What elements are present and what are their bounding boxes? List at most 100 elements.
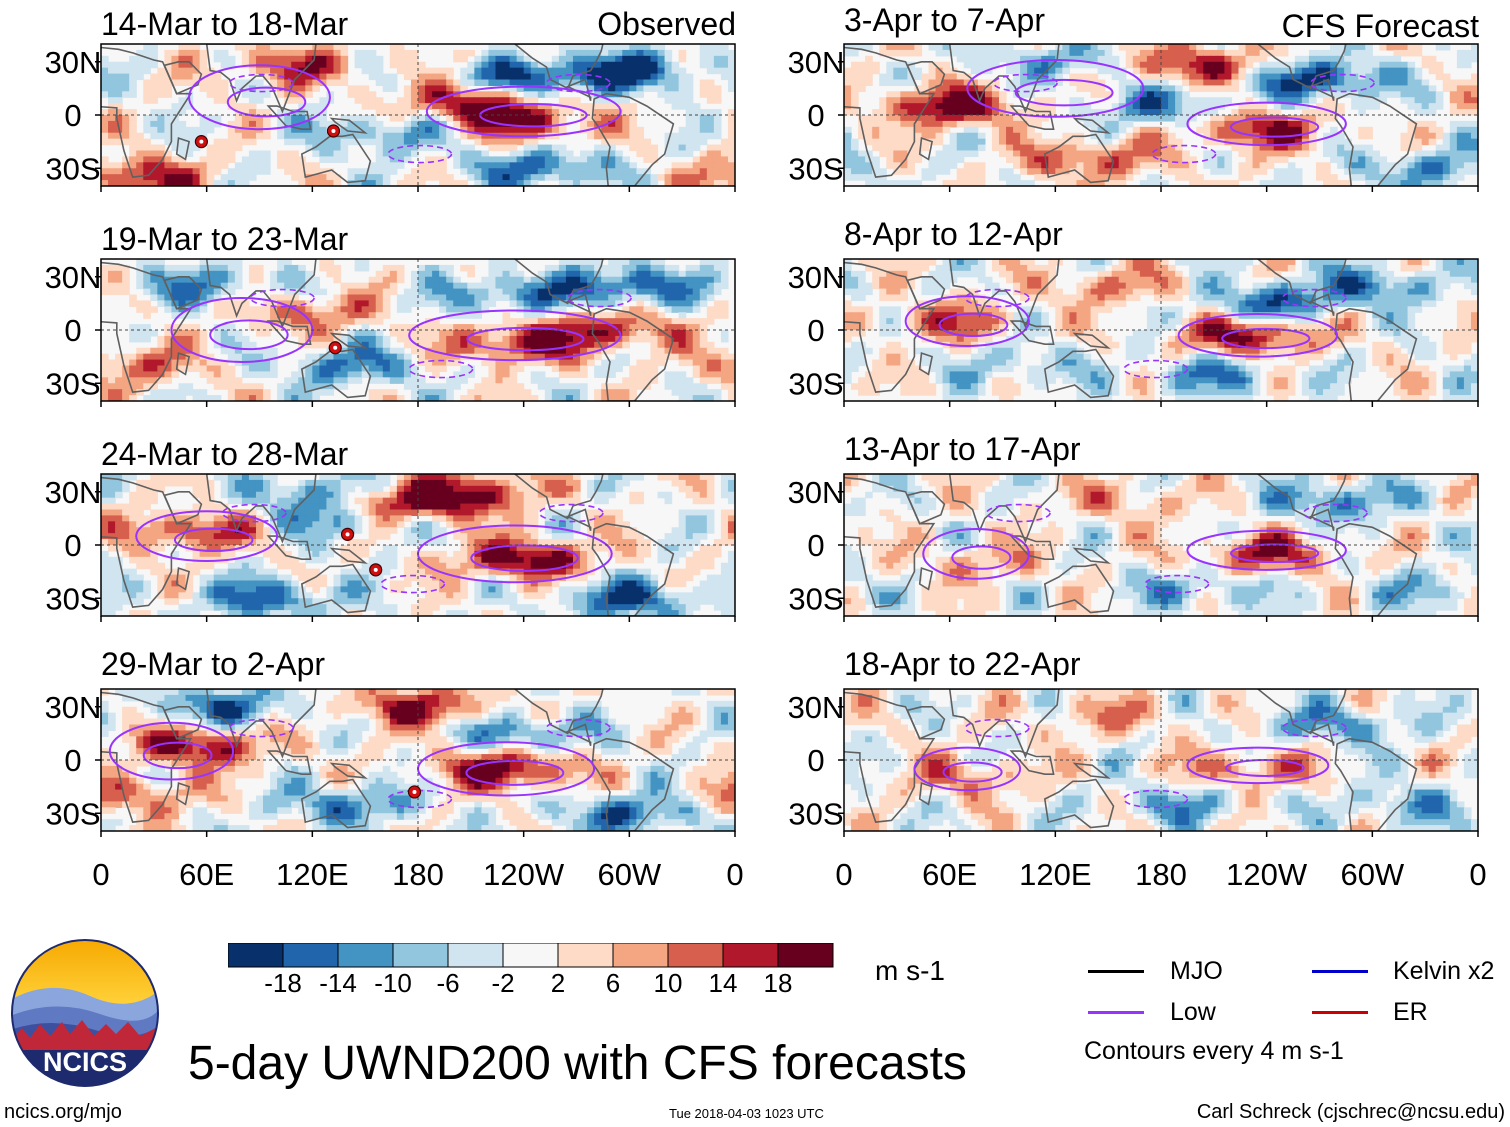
field-cell [727, 491, 735, 499]
field-cell [629, 556, 637, 564]
field-cell [453, 485, 461, 493]
field-cell [587, 556, 595, 564]
field-cell [643, 144, 652, 152]
field-cell [439, 574, 447, 582]
field-cell [340, 79, 349, 87]
field-cell [502, 562, 511, 570]
field-cell [319, 174, 328, 181]
field-cell [474, 109, 482, 116]
field-cell [368, 300, 377, 307]
field-cell [629, 474, 637, 481]
field-cell [551, 168, 560, 175]
field-cell [678, 126, 687, 134]
field-cell [206, 150, 215, 158]
field-cell [354, 598, 363, 605]
field-cell [495, 359, 504, 367]
field-cell [234, 377, 243, 384]
field-cell [157, 586, 165, 593]
field-cell [340, 521, 349, 528]
field-cell [305, 79, 313, 87]
field-cell [488, 521, 497, 528]
field-cell [227, 132, 236, 140]
field-cell [270, 580, 278, 588]
field-cell [178, 79, 187, 87]
field-cell [361, 330, 370, 337]
field-cell [227, 568, 236, 576]
field-cell [516, 474, 525, 481]
field-cell [530, 294, 539, 302]
field-cell [277, 44, 285, 51]
field-cell [615, 545, 623, 552]
field-cell [319, 497, 328, 505]
field-cell [488, 168, 497, 175]
field-cell [439, 592, 447, 599]
field-cell [727, 509, 735, 517]
field-cell [685, 150, 694, 158]
field-cell [403, 324, 412, 331]
field-cell [720, 168, 729, 175]
field-cell [354, 174, 363, 181]
field-cell [340, 353, 349, 361]
field-cell [453, 610, 461, 616]
field-cell [277, 91, 285, 98]
field-cell [115, 138, 123, 146]
field-cell [706, 49, 715, 57]
field-cell [129, 85, 137, 92]
field-cell [305, 539, 313, 546]
field-cell [601, 55, 609, 63]
field-cell [453, 120, 461, 128]
field-cell [361, 598, 370, 605]
field-cell [601, 580, 609, 588]
field-cell [516, 515, 525, 522]
field-cell [143, 539, 151, 546]
field-cell [488, 264, 497, 272]
field-cell [319, 491, 328, 499]
field-cell [713, 150, 722, 158]
field-cell [263, 115, 271, 122]
field-cell [382, 371, 391, 378]
field-cell [580, 120, 588, 128]
field-cell [418, 389, 426, 396]
field-cell [241, 604, 250, 611]
field-cell [608, 120, 616, 128]
field-cell [467, 545, 475, 552]
field-cell [178, 306, 187, 313]
field-cell [305, 341, 313, 349]
field-cell [199, 474, 208, 481]
field-cell [530, 497, 539, 505]
field-cell [227, 377, 236, 384]
field-cell [509, 545, 518, 552]
field-cell [319, 330, 328, 337]
field-cell [699, 586, 708, 593]
field-cell [643, 574, 652, 582]
field-cell [664, 168, 673, 175]
field-cell [115, 264, 123, 272]
field-cell [580, 318, 588, 325]
field-cell [587, 515, 595, 522]
field-cell [354, 306, 363, 313]
field-cell [587, 103, 595, 110]
field-cell [396, 115, 405, 122]
field-cell [636, 533, 645, 540]
field-cell [622, 479, 630, 487]
field-cell [101, 264, 109, 272]
field-cell [192, 49, 201, 57]
field-cell [234, 330, 243, 337]
field-cell [101, 568, 109, 576]
field-cell [255, 365, 264, 373]
field-cell [685, 474, 694, 481]
field-cell [312, 138, 320, 146]
field-cell [192, 174, 201, 181]
field-cell [502, 371, 511, 378]
field-cell [263, 109, 271, 116]
field-cell [565, 276, 574, 284]
field-cell [467, 61, 475, 69]
field-cell [150, 359, 158, 367]
field-cell [382, 138, 391, 146]
field-cell [622, 568, 630, 576]
field-cell [467, 353, 475, 361]
field-cell [650, 259, 659, 266]
field-cell [178, 150, 187, 158]
field-cell [432, 383, 440, 390]
field-cell [685, 276, 694, 284]
